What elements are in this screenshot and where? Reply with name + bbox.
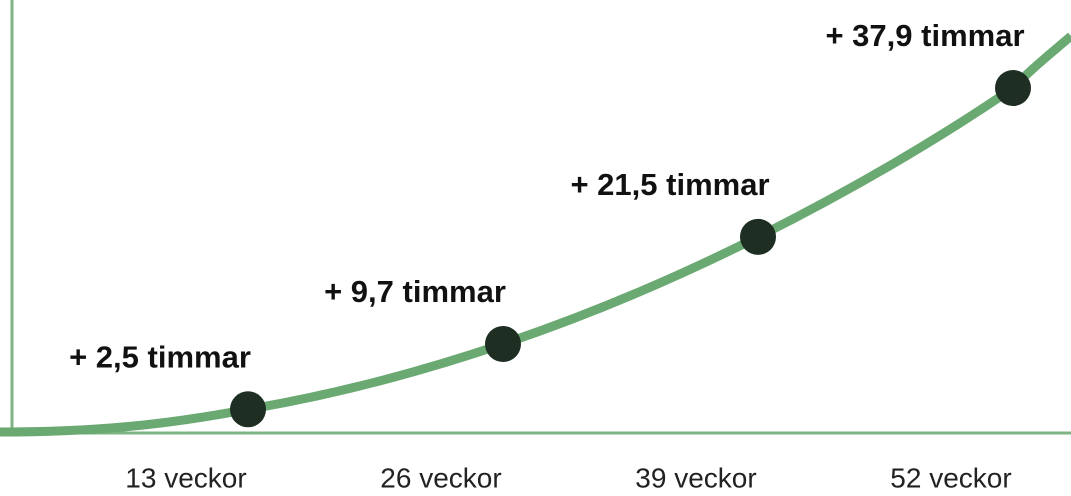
x-tick-label: 26 veckor [380, 462, 501, 493]
curve-lead [0, 404, 253, 437]
point [230, 391, 266, 428]
x-tick-label: 13 veckor [125, 462, 246, 493]
line [247, 84, 1016, 414]
x-tick-label: 52 veckor [890, 462, 1011, 493]
value-label: + 37,9 timmar [825, 18, 1024, 53]
value-label: + 21,5 timmar [570, 167, 769, 202]
value-label: + 9,7 timmar [324, 274, 506, 309]
x-tick-label: 39 veckor [635, 462, 756, 493]
point [995, 70, 1031, 107]
point [740, 218, 776, 255]
value-label: + 2,5 timmar [69, 339, 251, 374]
point [485, 325, 521, 362]
